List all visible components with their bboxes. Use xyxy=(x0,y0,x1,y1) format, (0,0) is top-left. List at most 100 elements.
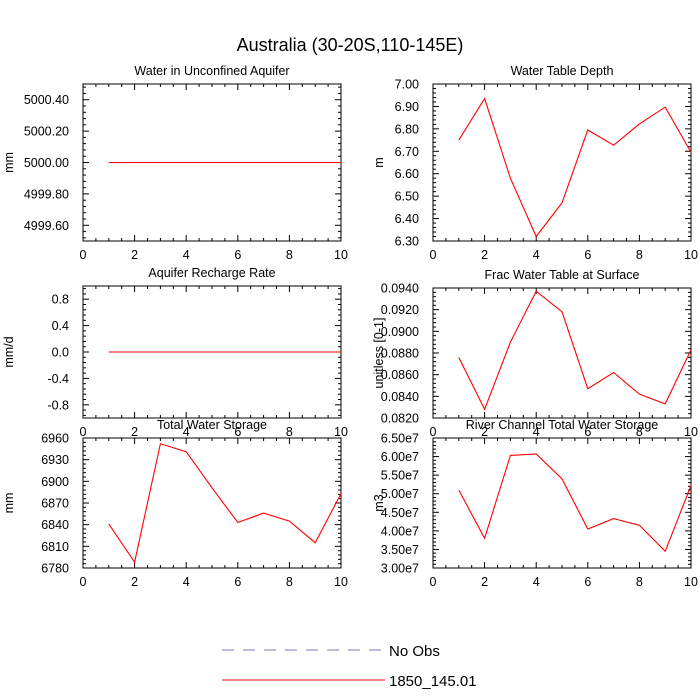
data-point xyxy=(340,351,341,352)
x-tick-label: 10 xyxy=(334,575,348,589)
y-tick-label: 5.00e7 xyxy=(381,487,419,501)
data-point xyxy=(510,455,511,456)
x-tick-label: 8 xyxy=(636,248,643,262)
data-point xyxy=(108,523,109,524)
plot-frame xyxy=(432,83,692,242)
x-tick-label: 8 xyxy=(286,575,293,589)
y-tick-label: 6960 xyxy=(41,432,69,446)
x-tick-label: 6 xyxy=(584,575,591,589)
y-tick-label: 5000.20 xyxy=(24,125,69,139)
y-tick-label: 0.0880 xyxy=(381,347,419,361)
x-tick-label: 0 xyxy=(430,248,437,262)
y-tick-label: 6.00e7 xyxy=(381,450,419,464)
y-tick-label: 6930 xyxy=(41,453,69,467)
data-point xyxy=(665,551,666,552)
data-point xyxy=(134,162,135,163)
data-point xyxy=(561,202,562,203)
panel-6: River Channel Total Water Storage m3 0 2 4 6 8… xyxy=(372,418,698,589)
data-point xyxy=(536,291,537,292)
data-point xyxy=(613,518,614,519)
x-tick-label: 2 xyxy=(481,575,488,589)
data-point xyxy=(665,403,666,404)
y-tick-label: 4.00e7 xyxy=(381,524,419,538)
y-tick-label: 0.0940 xyxy=(381,282,419,296)
x-tick-label: 4 xyxy=(533,425,540,439)
legend-label: 1850_145.01 xyxy=(389,673,477,690)
data-point xyxy=(108,351,109,352)
y-tick-label: 0.0820 xyxy=(381,412,419,426)
y-axis-label: mm/d xyxy=(2,336,16,367)
data-point xyxy=(108,162,109,163)
y-tick-label: 4999.60 xyxy=(24,219,69,233)
y-tick-label: 0.0920 xyxy=(381,303,419,317)
legend-label: No Obs xyxy=(389,643,440,660)
data-point xyxy=(289,520,290,521)
x-tick-label: 10 xyxy=(684,425,698,439)
data-point xyxy=(639,394,640,395)
y-tick-label: -0.8 xyxy=(47,398,69,412)
x-tick-label: 2 xyxy=(131,575,138,589)
y-axis-label: m3 xyxy=(372,494,386,511)
x-tick-label: 0 xyxy=(430,575,437,589)
x-tick-label: 4 xyxy=(183,248,190,262)
y-tick-label: 6.90 xyxy=(395,100,419,114)
x-tick-label: 0 xyxy=(80,575,87,589)
data-point xyxy=(561,311,562,312)
panel-title: Frac Water Table at Surface xyxy=(485,268,640,282)
data-point xyxy=(587,129,588,130)
data-point xyxy=(186,162,187,163)
data-point xyxy=(639,123,640,124)
data-point xyxy=(160,443,161,444)
data-point xyxy=(211,351,212,352)
data-point xyxy=(263,162,264,163)
data-point xyxy=(484,98,485,99)
data-point xyxy=(237,351,238,352)
y-tick-label: 6.80 xyxy=(395,122,419,136)
data-point xyxy=(510,178,511,179)
data-point xyxy=(289,162,290,163)
panel-2: Water Table Depth m 0 2 4 6 8 10 6.30 6.40 6.50 6.6… xyxy=(372,64,698,262)
y-tick-label: 6.50e7 xyxy=(381,432,419,446)
figure-title: Australia (30-20S,110-145E) xyxy=(237,35,464,55)
data-point xyxy=(211,162,212,163)
x-tick-label: 4 xyxy=(533,575,540,589)
x-tick-label: 8 xyxy=(286,425,293,439)
data-point xyxy=(484,538,485,539)
data-point xyxy=(561,478,562,479)
y-tick-label: 3.50e7 xyxy=(381,543,419,557)
panel-title: Water in Unconfined Aquifer xyxy=(134,64,289,78)
data-point xyxy=(263,351,264,352)
data-point xyxy=(263,513,264,514)
data-point xyxy=(690,485,691,486)
y-axis-label: mm xyxy=(2,493,16,514)
panel-4: Frac Water Table at Surface unitless [0-1… xyxy=(372,268,698,439)
data-point xyxy=(665,107,666,108)
data-point xyxy=(211,487,212,488)
x-tick-label: 6 xyxy=(234,248,241,262)
panel-3: Aquifer Recharge Rate mm/d 0 2 4 6 8 10 -0.8 -0.4… xyxy=(2,266,348,439)
data-point xyxy=(690,152,691,153)
y-tick-label: 3.00e7 xyxy=(381,562,419,576)
data-point xyxy=(186,351,187,352)
data-point xyxy=(510,342,511,343)
y-axis-label: unitless [0-1] xyxy=(372,318,386,389)
data-point xyxy=(160,351,161,352)
data-point xyxy=(134,351,135,352)
data-point xyxy=(315,542,316,543)
series-line xyxy=(458,453,692,553)
y-tick-label: 0.8 xyxy=(52,293,69,307)
x-tick-label: 2 xyxy=(481,425,488,439)
y-tick-label: 6.70 xyxy=(395,145,419,159)
data-point xyxy=(458,489,459,490)
x-tick-label: 4 xyxy=(183,575,190,589)
y-tick-label: 7.00 xyxy=(395,78,419,92)
data-point xyxy=(289,351,290,352)
x-tick-label: 10 xyxy=(684,575,698,589)
x-tick-label: 6 xyxy=(584,425,591,439)
y-tick-label: 6840 xyxy=(41,518,69,532)
y-tick-label: 6.40 xyxy=(395,212,419,226)
x-tick-label: 8 xyxy=(636,575,643,589)
data-point xyxy=(587,528,588,529)
